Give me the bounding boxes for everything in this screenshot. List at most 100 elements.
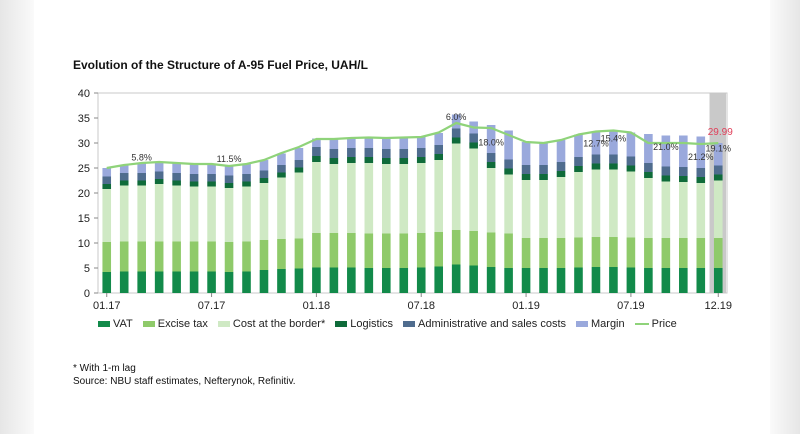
bar-segment-border — [451, 143, 461, 230]
bar-segment-border — [434, 160, 444, 232]
bar-segment-border — [312, 162, 321, 233]
bar-segment-border — [242, 186, 251, 242]
bar-segment-logistics — [486, 162, 496, 168]
bar-segment-vat — [259, 270, 269, 293]
bar-segment-vat — [679, 268, 688, 293]
bar-segment-logistics — [172, 180, 181, 186]
bar-segment-excise — [399, 233, 409, 268]
bar-segment-logistics — [661, 175, 671, 182]
bar-segment-logistics — [224, 183, 234, 188]
bar-segment-vat — [329, 267, 339, 293]
footnote: * With 1-m lag — [73, 363, 136, 374]
bar-segment-margin — [189, 164, 199, 174]
bar-segment-logistics — [189, 181, 199, 187]
bar-segment-excise — [609, 237, 618, 267]
bar-segment-margin — [119, 165, 129, 173]
bar-segment-admin — [154, 171, 164, 179]
bar-segment-border — [416, 163, 426, 233]
bar-segment-admin — [609, 154, 618, 164]
bar-segment-logistics — [207, 181, 216, 187]
bar-segment-border — [486, 168, 496, 233]
bar-segment-admin — [259, 170, 269, 178]
bar-segment-logistics — [364, 157, 374, 163]
bar-segment-excise — [207, 241, 216, 272]
bar-segment-excise — [521, 238, 531, 268]
data-label: 19.1% — [705, 144, 731, 154]
right-page-shadow — [770, 0, 800, 434]
bar-segment-admin — [329, 149, 339, 158]
bar-segment-admin — [347, 148, 356, 157]
bar-segment-excise — [644, 238, 653, 268]
bar-segment-excise — [242, 241, 251, 272]
bar-segment-logistics — [521, 174, 531, 180]
bar-segment-logistics — [312, 156, 321, 162]
legend-label: VAT — [113, 318, 133, 330]
bar-segment-logistics — [242, 181, 251, 187]
bar-segment-vat — [696, 268, 706, 293]
bar-segment-excise — [154, 241, 164, 272]
bar-segment-margin — [696, 136, 706, 168]
x-tick-label: 12.19 — [704, 300, 732, 312]
bar-segment-vat — [644, 268, 653, 293]
bar-segment-margin — [679, 135, 688, 167]
bar-segment-excise — [591, 237, 601, 267]
bar-segment-excise — [172, 241, 181, 272]
bar-segment-logistics — [539, 174, 548, 180]
bar-segment-margin — [434, 133, 444, 145]
bar-segment-admin — [661, 166, 671, 176]
bar-segment-logistics — [591, 163, 601, 170]
bar-segment-excise — [504, 233, 513, 268]
bar-segment-logistics — [504, 168, 513, 175]
bar-segment-admin — [521, 165, 531, 174]
bar-segment-admin — [434, 145, 444, 154]
bar-segment-admin — [189, 174, 199, 182]
bar-segment-admin — [644, 163, 653, 172]
y-tick-label: 20 — [78, 188, 90, 200]
bar-segment-excise — [574, 237, 583, 268]
y-tick-label: 25 — [78, 163, 90, 175]
legend-label: Cost at the border* — [232, 318, 326, 330]
legend-item-vat: VAT — [98, 318, 133, 330]
bar-segment-logistics — [119, 180, 129, 186]
bar-segment-margin — [207, 164, 216, 174]
bar-segment-vat — [469, 265, 478, 293]
bar-segment-vat — [294, 268, 304, 293]
bar-segment-admin — [137, 173, 146, 181]
bar-segment-border — [259, 183, 269, 240]
bar-segment-vat — [591, 267, 601, 293]
data-label: 6.0% — [446, 112, 467, 122]
legend-label: Excise tax — [157, 318, 208, 330]
chart-legend: VAT Excise tax Cost at the border* Logistic… — [98, 318, 798, 330]
bar-segment-admin — [504, 159, 513, 169]
bar-segment-margin — [591, 131, 601, 155]
bar-segment-vat — [347, 267, 356, 293]
bar-segment-vat — [207, 271, 216, 293]
left-page-shadow — [0, 0, 34, 434]
bar-segment-border — [154, 184, 164, 242]
bar-segment-margin — [556, 140, 566, 162]
bar-segment-margin — [713, 143, 723, 166]
y-tick-label: 10 — [78, 238, 90, 250]
y-tick-label: 40 — [78, 88, 90, 100]
legend-item-logistics: Logistics — [335, 318, 393, 330]
bar-segment-logistics — [259, 178, 269, 183]
bar-segment-admin — [416, 148, 426, 157]
bar-segment-border — [609, 169, 618, 237]
y-tick-label: 5 — [84, 263, 90, 275]
bar-segment-border — [224, 188, 234, 242]
bar-segment-admin — [451, 128, 461, 138]
bar-segment-border — [277, 177, 286, 239]
bar-segment-logistics — [451, 137, 461, 144]
bar-segment-border — [556, 177, 566, 238]
bar-segment-admin — [312, 147, 321, 156]
bar-segment-margin — [329, 139, 339, 149]
bar-segment-admin — [119, 173, 129, 181]
bar-segment-logistics — [696, 177, 706, 183]
bar-segment-vat — [609, 267, 618, 293]
bar-segment-margin — [416, 137, 426, 148]
bar-segment-border — [521, 180, 531, 238]
bar-segment-border — [469, 148, 478, 231]
bar-segment-margin — [172, 163, 181, 173]
